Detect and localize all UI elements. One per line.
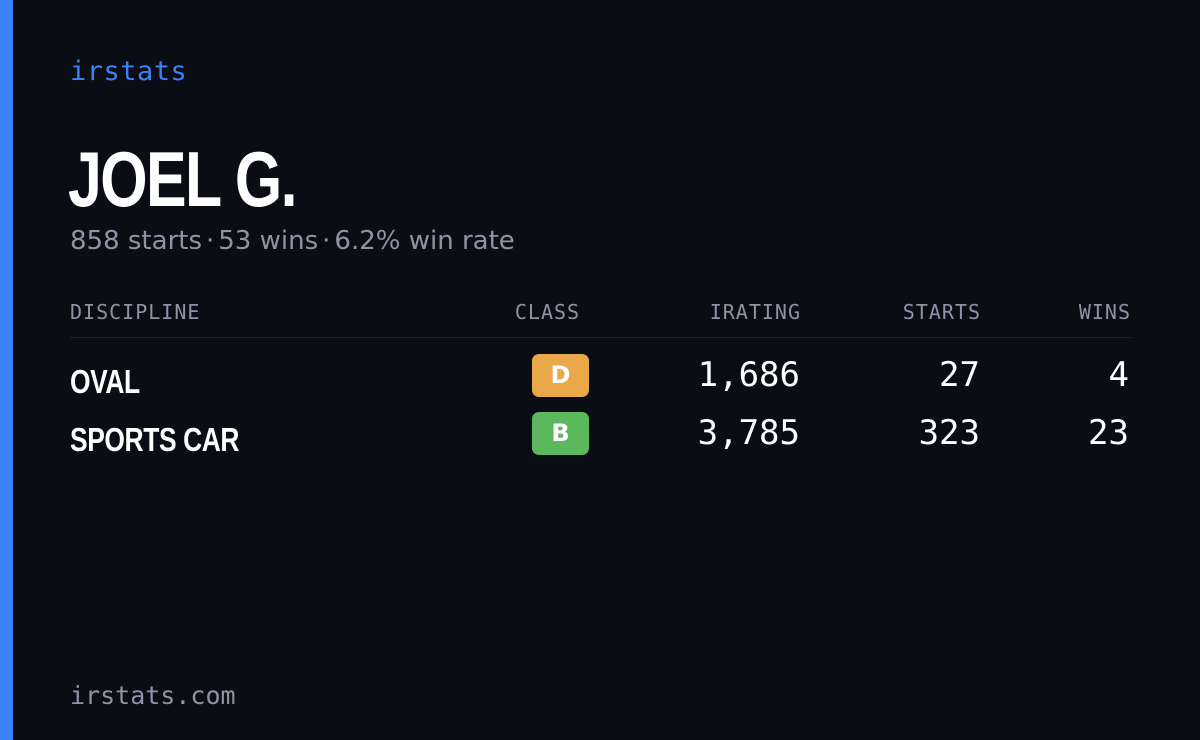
class-badge: B <box>532 412 589 455</box>
driver-name: JOEL G. <box>68 135 298 223</box>
discipline-name: SPORTS CAR <box>70 421 240 458</box>
irating-value: 3,785 <box>697 413 800 453</box>
accent-bar <box>0 0 13 740</box>
wins-value: 4 <box>1108 355 1129 395</box>
class-badge: D <box>532 354 589 397</box>
wins-value: 23 <box>1088 413 1129 453</box>
summary-starts: 858 starts <box>70 226 202 256</box>
stats-table: DISCIPLINE CLASS IRATING STARTS WINS OVA… <box>70 296 1131 470</box>
discipline-name: OVAL <box>70 363 140 400</box>
header-class: CLASS <box>514 300 581 324</box>
summary-separator: · <box>206 226 215 256</box>
irating-value: 1,686 <box>697 355 800 395</box>
header-wins: WINS <box>1078 300 1131 324</box>
header-starts: STARTS <box>902 300 981 324</box>
header-irating: IRATING <box>709 300 801 324</box>
summary-win-rate: 6.2% win rate <box>334 226 515 256</box>
table-row: SPORTS CAR B 3,785 323 23 <box>70 412 1131 470</box>
table-header: DISCIPLINE CLASS IRATING STARTS WINS <box>70 296 1131 338</box>
footer-domain: irstats.com <box>70 681 236 710</box>
driver-summary: 858 starts · 53 wins · 6.2% win rate <box>70 226 515 256</box>
table-row: OVAL D 1,686 27 4 <box>70 354 1131 412</box>
brand-logo: irstats <box>70 56 188 87</box>
header-discipline: DISCIPLINE <box>70 300 201 324</box>
starts-value: 323 <box>918 413 980 453</box>
summary-wins: 53 wins <box>218 226 319 256</box>
summary-separator: · <box>322 226 331 256</box>
starts-value: 27 <box>939 355 980 395</box>
